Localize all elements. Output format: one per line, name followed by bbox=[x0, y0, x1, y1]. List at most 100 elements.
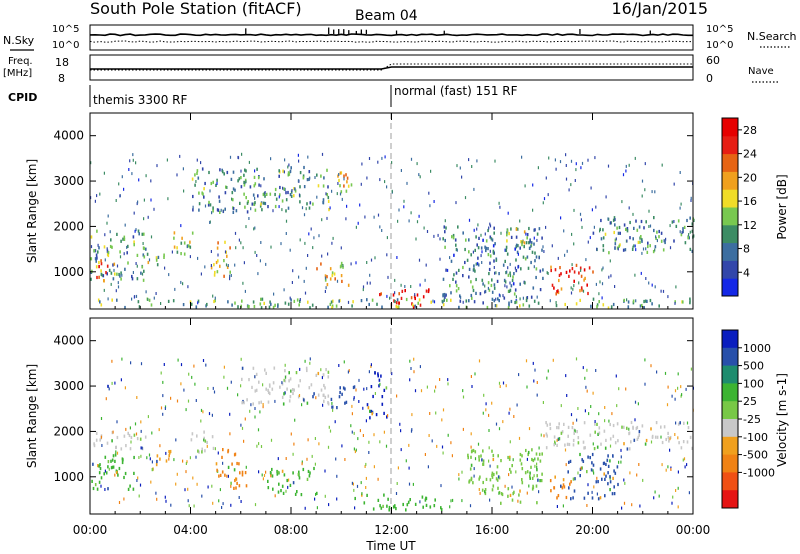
power-echo-cell bbox=[586, 283, 588, 287]
velocity-scatter-cell bbox=[536, 466, 538, 469]
power-scatter-cell bbox=[480, 233, 482, 237]
velocity-echo-cell bbox=[298, 476, 301, 480]
velocity-echo-cell bbox=[289, 377, 292, 381]
power-scatter-cell bbox=[257, 272, 259, 276]
power-echo-cell bbox=[232, 187, 235, 191]
velocity-echo-cell bbox=[111, 465, 114, 469]
velocity-scatter-cell bbox=[508, 411, 510, 415]
power-echo-cell bbox=[327, 305, 329, 309]
velocity-scatter-cell bbox=[101, 444, 103, 447]
power-echo-cell bbox=[307, 300, 309, 304]
velocity-scatter-cell bbox=[237, 393, 239, 397]
power-scatter-cell bbox=[495, 297, 497, 301]
velocity-echo-cell bbox=[197, 449, 199, 453]
velocity-echo-cell bbox=[92, 462, 94, 466]
power-scatter-cell bbox=[607, 217, 609, 221]
velocity-echo-cell bbox=[553, 443, 555, 447]
velocity-echo-cell bbox=[115, 445, 117, 450]
velocity-scatter-cell bbox=[332, 408, 334, 412]
velocity-scatter-cell bbox=[112, 430, 114, 434]
power-scatter-cell bbox=[321, 218, 323, 222]
power-echo-cell bbox=[106, 264, 109, 268]
power-scatter-cell bbox=[391, 161, 393, 165]
velocity-echo-cell bbox=[529, 476, 531, 480]
power-scatter-cell bbox=[298, 275, 300, 279]
velocity-echo-cell bbox=[386, 415, 388, 419]
power-echo-cell bbox=[427, 289, 430, 294]
freq-tick-bottom: 8 bbox=[58, 72, 65, 85]
velocity-echo-cell bbox=[300, 493, 303, 497]
power-scatter-cell bbox=[324, 276, 327, 280]
nsky-spikes bbox=[245, 27, 651, 34]
velocity-echo-cell bbox=[121, 457, 124, 461]
velocity-scatter-cell bbox=[538, 490, 540, 494]
power-echo-cell bbox=[507, 289, 510, 293]
power-echo-cell bbox=[138, 305, 141, 309]
power-echo-cell bbox=[682, 230, 684, 234]
power-echo-cell bbox=[474, 269, 476, 273]
nsky-trace bbox=[89, 33, 693, 37]
velocity-echo-cell bbox=[591, 461, 593, 465]
power-echo-cell bbox=[442, 294, 444, 298]
velocity-scatter-cell bbox=[250, 403, 252, 407]
velocity-scatter-cell bbox=[134, 422, 137, 426]
velocity-scatter-cell bbox=[357, 437, 359, 441]
power-scatter-cell bbox=[386, 294, 388, 298]
velocity-echo-cell bbox=[496, 478, 499, 482]
velocity-scatter-cell bbox=[193, 504, 195, 508]
velocity-echo-cell bbox=[303, 398, 305, 402]
velocity-echo-cell bbox=[480, 454, 482, 458]
velocity-echo-cell bbox=[265, 387, 267, 391]
power-scatter-cell bbox=[546, 271, 548, 275]
power-echo-cell bbox=[143, 255, 146, 259]
velocity-colorbar-tick-label: 25 bbox=[743, 395, 757, 408]
power-echo-cell bbox=[254, 201, 256, 205]
power-echo-cell bbox=[643, 226, 645, 230]
velocity-scatter-cell bbox=[677, 436, 679, 440]
power-scatter-cell bbox=[410, 285, 412, 288]
velocity-echo-cell bbox=[392, 505, 395, 509]
power-echo-cell bbox=[124, 267, 126, 271]
power-scatter-cell bbox=[635, 299, 637, 303]
power-echo-cell bbox=[569, 269, 571, 273]
velocity-echo-cell bbox=[248, 378, 250, 382]
power-scatter-cell bbox=[403, 205, 405, 209]
power-echo-cell bbox=[308, 177, 310, 181]
velocity-echo-cell bbox=[227, 465, 230, 469]
velocity-scatter-cell bbox=[185, 408, 187, 412]
power-scatter-cell bbox=[598, 292, 600, 296]
velocity-scatter-cell bbox=[368, 451, 370, 454]
power-scatter-cell bbox=[476, 159, 478, 163]
power-echo-cell bbox=[526, 236, 528, 240]
velocity-echo-cell bbox=[561, 486, 564, 490]
power-scatter-cell bbox=[106, 221, 108, 225]
velocity-scatter-cell bbox=[690, 367, 692, 371]
power-echo-cell bbox=[689, 297, 691, 301]
velocity-echo-cell bbox=[254, 389, 257, 393]
power-echo-cell bbox=[571, 267, 574, 271]
power-echo-cell bbox=[493, 283, 496, 287]
velocity-echo-cell bbox=[282, 402, 285, 406]
power-echo-cell bbox=[627, 305, 630, 309]
power-scatter-cell bbox=[321, 254, 323, 258]
velocity-scatter-cell bbox=[408, 443, 410, 447]
velocity-scatter-cell bbox=[409, 359, 411, 363]
velocity-scatter-cell bbox=[686, 463, 688, 467]
velocity-echo-cell bbox=[367, 406, 370, 410]
power-echo-cell bbox=[202, 192, 204, 196]
power-echo-cell bbox=[524, 281, 526, 285]
power-echo-cell bbox=[100, 272, 103, 276]
power-echo-cell bbox=[190, 302, 193, 306]
velocity-echo-cell bbox=[537, 457, 539, 461]
velocity-echo-cell bbox=[128, 433, 131, 438]
velocity-scatter-cell bbox=[284, 375, 287, 379]
power-echo-cell bbox=[470, 253, 472, 257]
velocity-echo-cell bbox=[677, 422, 680, 426]
power-scatter-cell bbox=[489, 224, 492, 228]
velocity-scatter-cell bbox=[360, 481, 362, 485]
power-echo-cell bbox=[247, 200, 249, 204]
velocity-echo-cell bbox=[683, 421, 685, 425]
velocity-scatter-cell bbox=[470, 445, 472, 449]
velocity-echo-cell bbox=[576, 430, 578, 434]
velocity-echo-cell bbox=[116, 435, 119, 440]
